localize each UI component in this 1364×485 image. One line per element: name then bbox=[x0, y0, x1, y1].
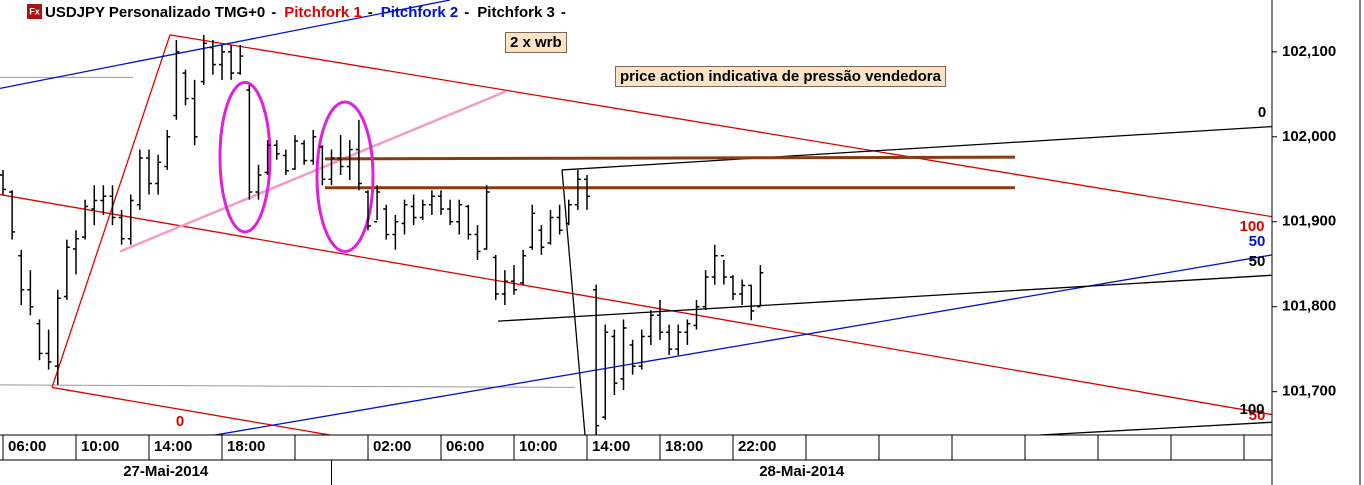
icon bbox=[27, 4, 42, 19]
header: Fx USDJPY Personalizado TMG+0 - Pitchfork… bbox=[27, 4, 566, 21]
date-label: 28-Mai-2014 bbox=[759, 463, 845, 480]
x-tick-label: 10:00 bbox=[519, 438, 557, 455]
x-tick-label: 14:00 bbox=[154, 438, 192, 455]
annotation: 2 x wrb bbox=[505, 32, 567, 53]
drawing-line bbox=[561, 125, 1272, 171]
y-tick-label: 101,800 bbox=[1282, 298, 1336, 315]
drawing-line bbox=[169, 34, 1272, 218]
y-tick-label: 102,000 bbox=[1282, 128, 1336, 145]
legend-separator: - bbox=[464, 4, 469, 21]
legend-entry: Pitchfork 1 bbox=[284, 4, 362, 21]
drawing-line bbox=[51, 386, 331, 435]
drawing-line bbox=[0, 384, 575, 388]
drawing-line bbox=[324, 155, 1016, 161]
legend-separator: - bbox=[368, 4, 373, 21]
highlight-ellipse bbox=[218, 80, 272, 234]
y-tick-label: 102,100 bbox=[1282, 43, 1336, 60]
drawing-line bbox=[51, 34, 171, 388]
drawing-line bbox=[1039, 421, 1272, 435]
level-label: 100 bbox=[1239, 401, 1264, 418]
x-tick-label: 02:00 bbox=[373, 438, 411, 455]
level-label: 50 bbox=[1249, 253, 1266, 270]
drawing-line bbox=[561, 169, 586, 435]
x-tick-label: 14:00 bbox=[592, 438, 630, 455]
drawing-line bbox=[214, 254, 1272, 435]
plot-area bbox=[0, 0, 1272, 435]
x-tick-label: 18:00 bbox=[665, 438, 703, 455]
level-label: 100 bbox=[1239, 218, 1264, 235]
date-label: 27-Mai-2014 bbox=[123, 463, 209, 480]
level-label: 0 bbox=[176, 413, 184, 430]
legend-separator: - bbox=[561, 4, 566, 21]
chart-title: USDJPY Personalizado TMG+0 bbox=[45, 4, 265, 21]
drawing-line bbox=[0, 193, 1272, 416]
level-label: 50 bbox=[1249, 407, 1266, 424]
x-tick-label: 06:00 bbox=[446, 438, 484, 455]
legend-entry: Pitchfork 3 bbox=[477, 4, 555, 21]
drawing-line bbox=[497, 274, 1272, 322]
annotation: price action indicativa de pressão vende… bbox=[615, 66, 946, 87]
x-tick-label: 18:00 bbox=[227, 438, 265, 455]
y-tick-label: 101,700 bbox=[1282, 383, 1336, 400]
x-tick-label: 06:00 bbox=[8, 438, 46, 455]
legend-separator: - bbox=[271, 4, 276, 21]
y-tick-label: 101,900 bbox=[1282, 213, 1336, 230]
x-tick-label: 10:00 bbox=[81, 438, 119, 455]
drawing-line bbox=[0, 0, 451, 89]
legend-entry: Pitchfork 2 bbox=[381, 4, 459, 21]
x-tick-label: 22:00 bbox=[738, 438, 776, 455]
drawing-line bbox=[119, 90, 506, 253]
level-label: 0 bbox=[1258, 104, 1266, 121]
level-label: 50 bbox=[1249, 233, 1266, 250]
highlight-ellipse bbox=[315, 100, 375, 253]
icon-text: Fx bbox=[29, 6, 40, 16]
